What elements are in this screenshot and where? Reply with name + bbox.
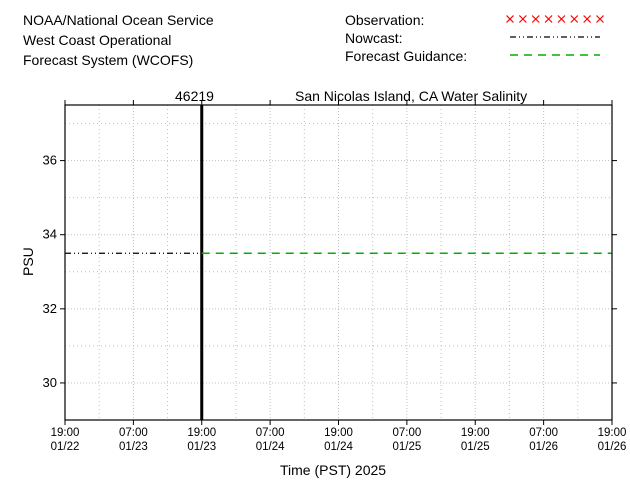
svg-text:30: 30 <box>43 375 57 390</box>
svg-text:19:00: 19:00 <box>51 427 80 439</box>
svg-text:07:00: 07:00 <box>392 427 421 439</box>
svg-text:01/22: 01/22 <box>51 441 80 453</box>
svg-text:19:00: 19:00 <box>598 427 627 439</box>
svg-text:19:00: 19:00 <box>187 427 216 439</box>
svg-text:01/24: 01/24 <box>324 441 353 453</box>
svg-text:19:00: 19:00 <box>324 427 353 439</box>
svg-text:07:00: 07:00 <box>256 427 285 439</box>
svg-text:01/24: 01/24 <box>256 441 285 453</box>
chart-svg: 30 32 34 36 19:00 01/22 07:00 01/23 19:00 01/23 07… <box>0 0 630 500</box>
svg-text:32: 32 <box>43 301 57 316</box>
svg-text:34: 34 <box>43 227 57 242</box>
svg-text:07:00: 07:00 <box>119 427 148 439</box>
svg-text:01/23: 01/23 <box>119 441 148 453</box>
svg-text:07:00: 07:00 <box>529 427 558 439</box>
svg-text:01/25: 01/25 <box>461 441 490 453</box>
svg-text:19:00: 19:00 <box>461 427 490 439</box>
svg-text:01/26: 01/26 <box>598 441 627 453</box>
svg-text:36: 36 <box>43 153 57 168</box>
svg-text:01/26: 01/26 <box>529 441 558 453</box>
svg-text:01/23: 01/23 <box>187 441 216 453</box>
svg-text:01/25: 01/25 <box>392 441 421 453</box>
